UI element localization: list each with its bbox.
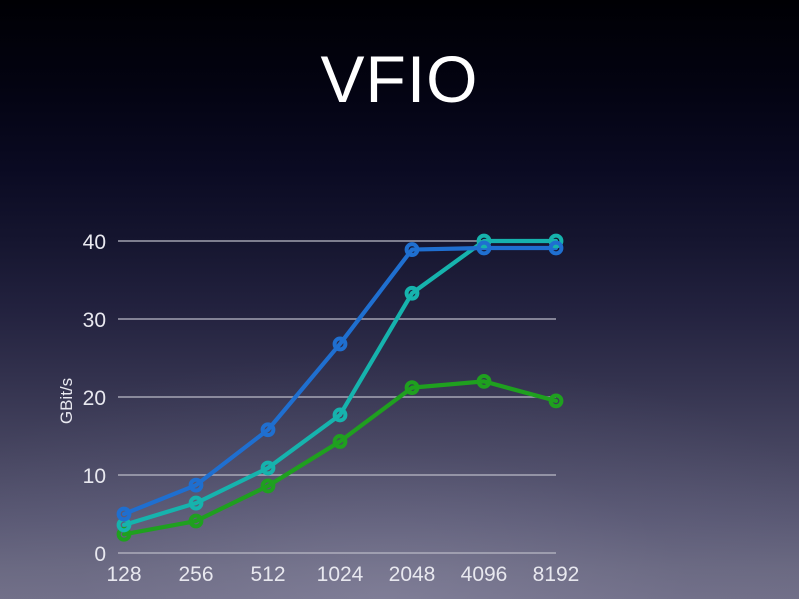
data-point-marker xyxy=(332,407,348,423)
page-title: VFIO xyxy=(320,42,479,116)
data-point-marker xyxy=(548,393,564,409)
y-axis-tick-label: 40 xyxy=(83,231,106,254)
data-point-marker xyxy=(404,285,420,301)
data-point-marker xyxy=(188,513,204,529)
data-point-marker xyxy=(116,506,132,522)
x-axis-tick-label: 4096 xyxy=(461,563,508,586)
data-point-marker xyxy=(260,422,276,438)
data-point-marker xyxy=(404,242,420,257)
data-point-marker xyxy=(548,233,564,249)
x-axis-tick-label: 8192 xyxy=(533,563,580,586)
data-point-marker xyxy=(332,336,348,352)
data-point-marker xyxy=(404,380,420,396)
data-point-marker xyxy=(476,240,492,256)
data-point-marker xyxy=(476,374,492,389)
data-point-marker xyxy=(548,240,564,256)
line-chart: 0 10 20 30 40 GBit/s 128 256 512 1024 2048 4096 8192… xyxy=(57,231,580,586)
data-point-marker xyxy=(332,434,348,449)
series-line-vhost-net xyxy=(121,379,559,537)
data-point-marker xyxy=(188,495,204,511)
data-point-marker xyxy=(188,477,204,493)
data-point-marker xyxy=(260,460,276,476)
x-axis-tick-label: 1024 xyxy=(317,563,364,586)
x-axis-tick-label: 2048 xyxy=(389,563,436,586)
y-axis-label: GBit/s xyxy=(57,378,76,424)
x-axis-tick-label: 512 xyxy=(250,563,285,586)
data-point-marker xyxy=(260,478,276,494)
x-axis-tick-label: 128 xyxy=(106,563,141,586)
y-axis-tick-label: 20 xyxy=(83,387,106,410)
y-axis-tick-label: 30 xyxy=(83,309,106,332)
x-axis-tick-label: 256 xyxy=(178,563,213,586)
data-point-marker xyxy=(476,233,492,249)
y-axis-tick-label: 0 xyxy=(94,543,106,566)
y-axis-tick-label: 10 xyxy=(83,465,106,488)
